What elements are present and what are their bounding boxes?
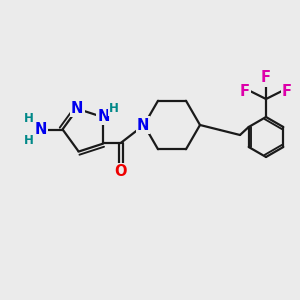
Text: F: F (282, 83, 292, 98)
Text: F: F (261, 70, 271, 86)
Text: N: N (137, 118, 149, 133)
Text: H: H (24, 112, 34, 125)
Text: N: N (35, 122, 47, 136)
Text: N: N (98, 109, 110, 124)
Text: O: O (115, 164, 127, 179)
Text: H: H (24, 134, 34, 146)
Text: N: N (71, 100, 83, 116)
Text: F: F (240, 83, 250, 98)
Text: H: H (109, 102, 119, 115)
